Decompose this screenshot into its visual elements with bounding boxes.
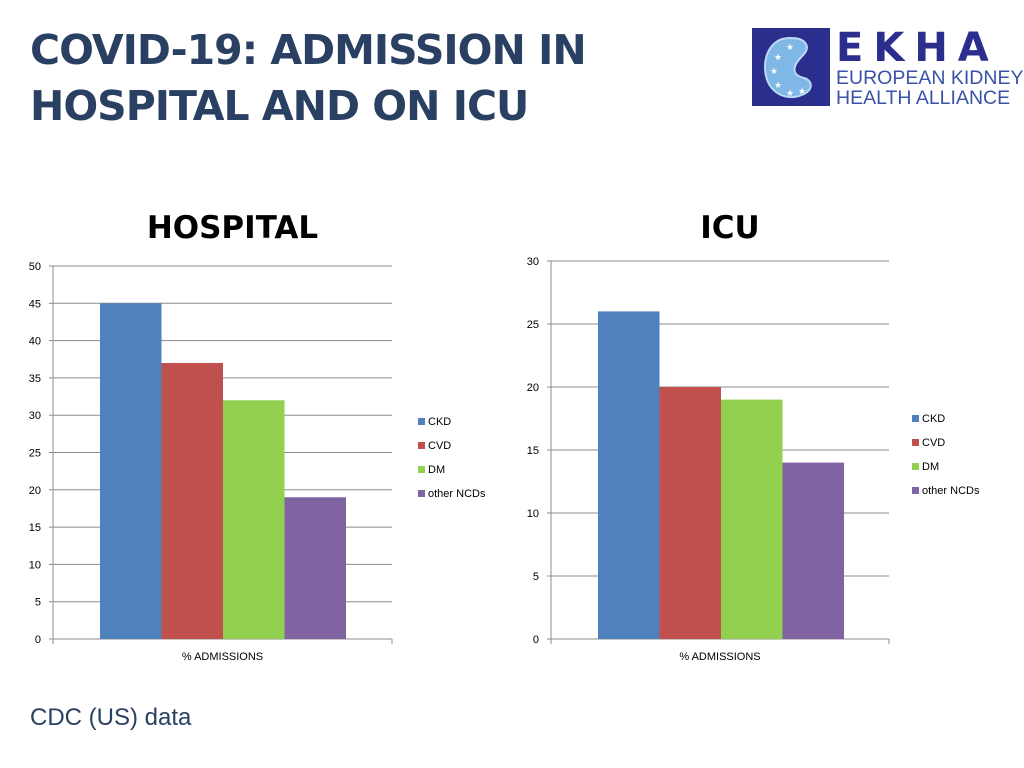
hospital-y-tick-label: 10	[29, 559, 41, 571]
hospital-y-tick-label: 40	[29, 336, 41, 348]
svg-text:★: ★	[798, 86, 806, 96]
svg-text:★: ★	[786, 42, 794, 52]
hospital-legend-swatch	[418, 418, 425, 425]
svg-text:★: ★	[786, 88, 794, 98]
hospital-legend-swatch	[418, 442, 425, 449]
hospital-y-tick-label: 25	[29, 448, 41, 460]
hospital-bar-cvd	[161, 362, 223, 639]
icu-y-tick-label: 5	[533, 571, 539, 583]
ekha-logo: ★ ★ ★ ★ ★ ★ EKHA EUROPEAN KIDNEY HEALTH …	[752, 25, 1023, 112]
source-note: CDC (US) data	[30, 704, 192, 731]
svg-text:★: ★	[774, 80, 782, 90]
icu-category-label: % ADMISSIONS	[679, 651, 760, 663]
hospital-category-label: % ADMISSIONS	[182, 651, 263, 663]
icu-legend-swatch	[912, 487, 919, 494]
hospital-legend-label: other NCDs	[428, 488, 486, 500]
icu-legend-label: CKD	[922, 413, 945, 425]
icu-legend-swatch	[912, 439, 919, 446]
icu-y-tick-label: 0	[533, 634, 539, 646]
hospital-y-tick-label: 45	[29, 298, 41, 310]
hospital-y-tick-label: 20	[29, 485, 41, 497]
hospital-bar-ckd	[100, 303, 162, 639]
icu-admissions-chart: 0 5 10 15 20 25 30 % ADMISSIONS CKD CVD DM other NC…	[527, 256, 980, 663]
icu-legend-swatch	[912, 463, 919, 470]
svg-text:★: ★	[770, 66, 778, 76]
hospital-y-tick-label: 35	[29, 373, 41, 385]
hospital-y-tick-label: 5	[35, 597, 41, 609]
hospital-y-tick-label: 0	[35, 634, 41, 646]
icu-bar-cvd	[659, 387, 721, 639]
hospital-admissions-chart: 0 5 10 15 20 25 30 35 40 45 50 % ADMISSIONS CKD CVD DM…	[29, 261, 486, 663]
hospital-bar-other-ncds	[284, 497, 346, 639]
icu-y-tick-label: 15	[527, 445, 539, 457]
icu-y-tick-label: 10	[527, 508, 539, 520]
hospital-y-tick-label: 30	[29, 410, 41, 422]
hospital-legend-label: CVD	[428, 440, 451, 452]
icu-bar-dm	[721, 399, 783, 639]
icu-bar-ckd	[598, 311, 660, 639]
hospital-legend-label: CKD	[428, 416, 451, 428]
svg-text:★: ★	[774, 52, 782, 62]
slide-title: COVID-19: ADMISSION IN HOSPITAL AND ON I…	[30, 26, 587, 130]
icu-y-tick-label: 25	[527, 319, 539, 331]
hospital-legend-swatch	[418, 466, 425, 473]
icu-y-tick-label: 20	[527, 382, 539, 394]
logo-wordmark: EKHA	[836, 25, 999, 71]
hospital-y-tick-label: 50	[29, 261, 41, 273]
hospital-y-tick-label: 15	[29, 522, 41, 534]
icu-bar-other-ncds	[782, 462, 844, 639]
icu-y-tick-label: 30	[527, 256, 539, 268]
icu-legend-label: CVD	[922, 437, 945, 449]
hospital-legend-swatch	[418, 490, 425, 497]
icu-legend-swatch	[912, 415, 919, 422]
icu-legend-label: DM	[922, 461, 939, 473]
logo-tagline-line-2: HEALTH ALLIANCE	[836, 87, 1011, 109]
logo-tagline-line-1: EUROPEAN KIDNEY	[836, 67, 1024, 89]
hospital-bar-dm	[223, 400, 285, 639]
hospital-chart-title: HOSPITAL	[146, 210, 319, 246]
icu-legend-label: other NCDs	[922, 485, 980, 497]
kidney-logo-icon: ★ ★ ★ ★ ★ ★	[752, 28, 830, 106]
hospital-legend-label: DM	[428, 464, 445, 476]
icu-chart-title: ICU	[700, 210, 760, 246]
